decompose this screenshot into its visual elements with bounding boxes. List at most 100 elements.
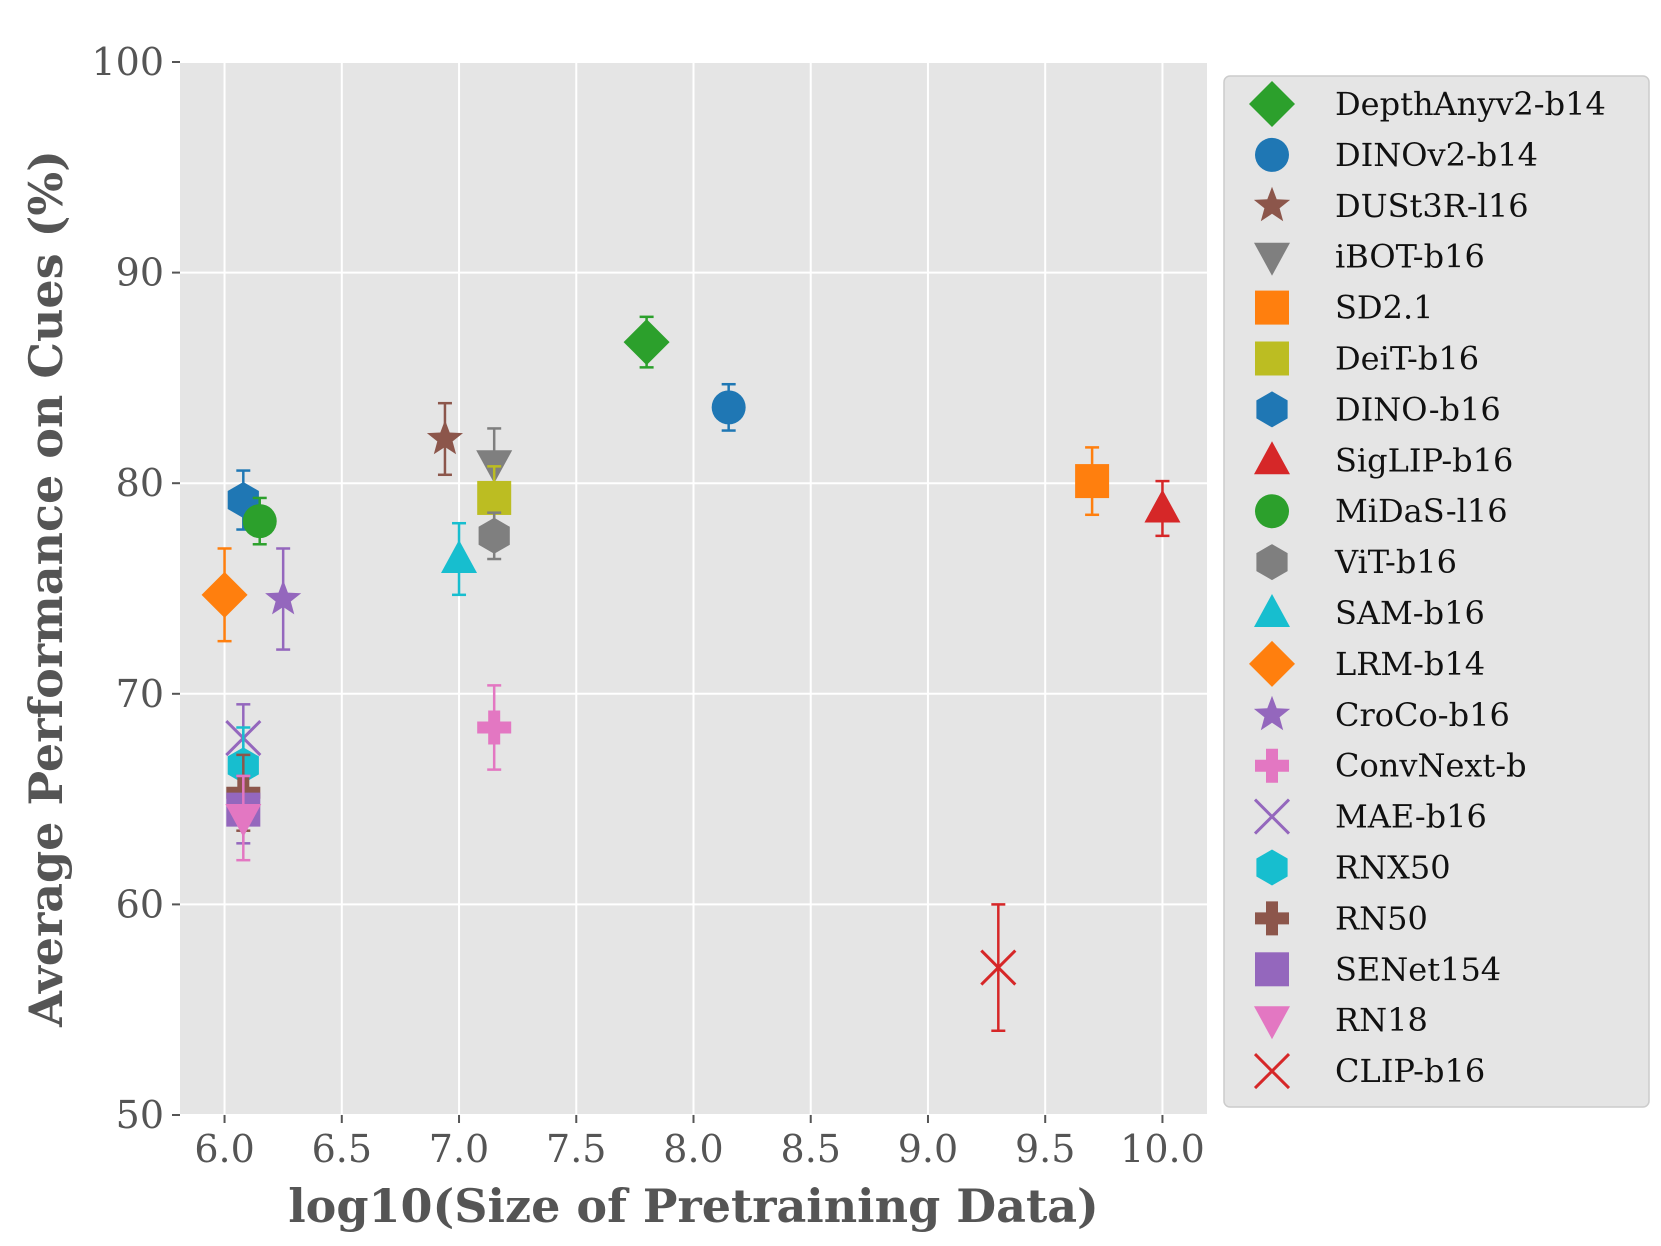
- legend-label: SD2.1: [1335, 289, 1433, 327]
- legend-label: RN50: [1335, 899, 1428, 937]
- legend-label: DepthAnyv2-b14: [1335, 85, 1606, 123]
- x-tick-label: 7.5: [546, 1127, 606, 1171]
- y-tick-label: 90: [116, 251, 164, 295]
- legend-label: RN18: [1335, 1001, 1428, 1039]
- x-tick-label: 7.0: [429, 1127, 489, 1171]
- legend-marker-deit-b16: [1255, 341, 1289, 376]
- legend-marker-clip-b16: [1253, 1053, 1291, 1090]
- legend-label: SAM-b16: [1335, 594, 1485, 632]
- legend-item-sd2-1: SD2.1: [1255, 289, 1433, 327]
- y-tick-label: 70: [116, 672, 164, 716]
- legend-item-clip-b16: CLIP-b16: [1253, 1052, 1485, 1090]
- y-axis-title: Average Performance on Cues (%): [19, 150, 73, 1028]
- legend-marker-midas-l16: [1255, 494, 1289, 529]
- data-point-sam-b16: [441, 521, 478, 597]
- legend-marker-siglip-b16: [1254, 441, 1290, 475]
- legend-marker-depthanyv2-b14: [1249, 81, 1295, 127]
- legend-item-sam-b16: SAM-b16: [1254, 594, 1485, 632]
- x-tick-label: 9.0: [898, 1127, 958, 1171]
- x-axis-title: log10(Size of Pretraining Data): [288, 1179, 1099, 1233]
- legend-item-siglip-b16: SigLIP-b16: [1254, 441, 1513, 479]
- legend-label: DINOv2-b14: [1335, 136, 1538, 174]
- legend-marker-rnx50: [1256, 849, 1288, 886]
- y-tick-label: 50: [116, 1093, 164, 1137]
- legend-item-lrm-b14: LRM-b14: [1249, 640, 1485, 687]
- legend-item-rn50: RN50: [1255, 899, 1428, 937]
- legend-label: ViT-b16: [1334, 543, 1457, 581]
- legend-label: DINO-b16: [1335, 390, 1501, 428]
- x-tick-label: 10.0: [1120, 1127, 1205, 1171]
- legend-marker-dust3r-l16: [1253, 186, 1291, 222]
- legend-marker-ibot-b16: [1254, 242, 1290, 276]
- legend-label: DUSt3R-l16: [1335, 187, 1529, 225]
- legend-marker-dinov2-b14: [1255, 137, 1289, 172]
- marker-convnext-b: [477, 710, 512, 745]
- legend-marker-mae-b16: [1253, 798, 1291, 835]
- x-tick-label: 8.5: [781, 1127, 841, 1171]
- legend-item-convnext-b: ConvNext-b: [1255, 747, 1527, 785]
- legend-label: SENet154: [1335, 950, 1501, 988]
- legend-marker-convnext-b: [1255, 748, 1289, 783]
- x-tick-label: 9.5: [1015, 1127, 1075, 1171]
- legend-item-senet154: SENet154: [1255, 950, 1501, 988]
- marker-deit-b16: [477, 480, 512, 515]
- legend-label: RNX50: [1335, 849, 1451, 887]
- data-point-croco-b16: [265, 547, 302, 651]
- y-axis: 50 60 70 80 90 100: [91, 40, 180, 1137]
- y-tick-label: 60: [116, 882, 164, 926]
- marker-clip-b16: [980, 949, 1017, 986]
- marker-dinov2-b14: [711, 390, 746, 425]
- legend-label: ConvNext-b: [1335, 747, 1527, 785]
- legend-label: SigLIP-b16: [1335, 441, 1513, 479]
- legend-item-ibot-b16: iBOT-b16: [1254, 238, 1485, 276]
- legend-item-dinov2-b14: DINOv2-b14: [1255, 136, 1538, 174]
- data-point-convnext-b: [477, 684, 512, 771]
- data-point-siglip-b16: [1144, 479, 1181, 538]
- x-tick-label: 8.0: [663, 1127, 723, 1171]
- x-tick-label: 6.5: [312, 1127, 372, 1171]
- legend-marker-senet154: [1255, 952, 1289, 987]
- legend-item-dino-b16: DINO-b16: [1256, 390, 1501, 428]
- marker-rn18: [225, 804, 262, 838]
- legend-marker-dino-b16: [1256, 391, 1288, 428]
- legend-marker-vit-b16: [1256, 544, 1288, 581]
- data-point-clip-b16: [980, 903, 1017, 1033]
- y-tick-label: 80: [116, 461, 164, 505]
- legend-item-mae-b16: MAE-b16: [1253, 798, 1487, 836]
- data-point-dinov2-b14: [711, 382, 746, 432]
- legend-item-deit-b16: DeiT-b16: [1255, 340, 1479, 378]
- data-point-vit-b16: [478, 511, 510, 561]
- marker-sam-b16: [441, 540, 478, 574]
- legend-label: DeiT-b16: [1335, 340, 1479, 378]
- legend-box: [1223, 75, 1650, 1108]
- legend-marker-lrm-b14: [1249, 640, 1295, 687]
- data-point-sd2-1: [1075, 446, 1110, 517]
- data-point-rn18: [225, 774, 262, 862]
- legend-item-depthanyv2-b14: DepthAnyv2-b14: [1249, 81, 1606, 127]
- legend-label: MiDaS-l16: [1335, 492, 1508, 530]
- data-point-depthanyv2-b14: [623, 315, 670, 369]
- x-tick-label: 6.0: [194, 1127, 254, 1171]
- marker-sd2-1: [1075, 464, 1110, 499]
- marker-dust3r-l16: [426, 420, 463, 455]
- marker-vit-b16: [478, 517, 510, 554]
- legend-label: CroCo-b16: [1335, 696, 1510, 734]
- data-point-midas-l16: [242, 496, 277, 546]
- marker-midas-l16: [242, 504, 277, 539]
- legend-marker-sd2-1: [1255, 290, 1289, 325]
- legend-marker-rn18: [1254, 1006, 1290, 1040]
- legend-item-rnx50: RNX50: [1256, 849, 1451, 887]
- legend-item-croco-b16: CroCo-b16: [1253, 695, 1510, 734]
- legend-label: CLIP-b16: [1335, 1052, 1485, 1090]
- data-point-dust3r-l16: [426, 401, 463, 477]
- legend-item-midas-l16: MiDaS-l16: [1255, 492, 1508, 530]
- marker-croco-b16: [265, 580, 302, 615]
- legend-marker-croco-b16: [1253, 695, 1291, 731]
- marker-depthanyv2-b14: [623, 319, 670, 366]
- data-point-lrm-b14: [201, 547, 248, 643]
- legend-item-vit-b16: ViT-b16: [1256, 543, 1457, 581]
- legend: DepthAnyv2-b14 DINOv2-b14 DUSt3R-l16 iBOT-b…: [1223, 75, 1650, 1108]
- data-points: [201, 315, 1181, 1033]
- legend-item-dust3r-l16: DUSt3R-l16: [1253, 186, 1529, 225]
